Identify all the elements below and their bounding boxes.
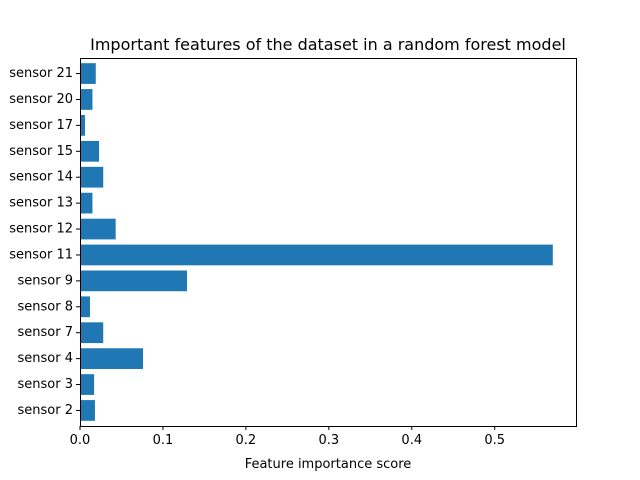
- bars-group: [80, 63, 553, 421]
- bar-sensor-4: [80, 348, 144, 369]
- bar-sensor-2: [80, 400, 95, 421]
- y-tick-label-sensor-3: sensor 3: [18, 377, 74, 392]
- bar-sensor-3: [80, 374, 95, 395]
- y-tick-label-sensor-8: sensor 8: [18, 299, 74, 314]
- y-tick-label-sensor-7: sensor 7: [18, 325, 74, 340]
- x-tick-label-3: 0.3: [318, 433, 339, 448]
- y-tick-label-sensor-21: sensor 21: [9, 66, 73, 81]
- plot-frame: [80, 58, 577, 427]
- bar-sensor-12: [80, 218, 116, 240]
- x-tick-label-1: 0.1: [153, 433, 174, 448]
- x-axis-label: Feature importance score: [245, 457, 412, 472]
- x-tick-label-2: 0.2: [236, 433, 257, 448]
- x-axis-ticks: 0.0 0.1 0.2 0.3 0.4 0.5: [70, 426, 505, 448]
- bar-sensor-17: [80, 115, 85, 136]
- y-tick-label-sensor-20: sensor 20: [9, 92, 73, 107]
- bar-sensor-9: [80, 270, 187, 292]
- x-tick-label-5: 0.5: [484, 433, 505, 448]
- y-tick-label-sensor-15: sensor 15: [9, 144, 73, 159]
- x-tick-label-4: 0.4: [401, 433, 422, 448]
- y-tick-label-sensor-4: sensor 4: [18, 351, 74, 366]
- bar-sensor-21: [80, 63, 96, 84]
- y-axis-ticks: sensor 2 sensor 3 sensor 4 sensor 7 sensor 8…: [9, 66, 80, 418]
- y-tick-label-sensor-17: sensor 17: [9, 118, 73, 133]
- y-tick-label-sensor-13: sensor 13: [9, 196, 73, 211]
- y-tick-label-sensor-11: sensor 11: [9, 247, 73, 262]
- bar-sensor-15: [80, 140, 100, 162]
- y-tick-label-sensor-2: sensor 2: [18, 403, 74, 418]
- x-tick-label-0: 0.0: [70, 433, 91, 448]
- y-tick-label-sensor-12: sensor 12: [9, 222, 73, 237]
- bar-sensor-13: [80, 192, 93, 214]
- chart-title: Important features of the dataset in a r…: [90, 35, 566, 54]
- bar-sensor-14: [80, 166, 104, 188]
- bar-sensor-20: [80, 89, 93, 110]
- bar-sensor-7: [80, 322, 104, 344]
- bar-sensor-8: [80, 296, 90, 318]
- y-tick-label-sensor-9: sensor 9: [18, 273, 74, 288]
- bar-sensor-11: [80, 244, 553, 266]
- y-tick-label-sensor-14: sensor 14: [9, 170, 73, 185]
